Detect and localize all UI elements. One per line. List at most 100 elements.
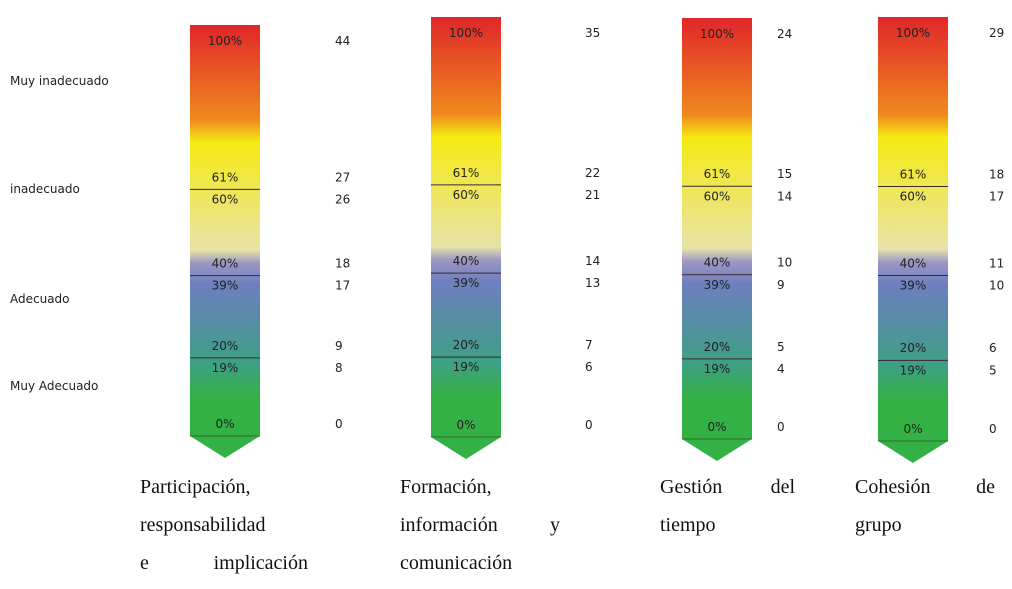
percent-label: 20% xyxy=(212,339,239,353)
scale-title-line: grupo xyxy=(855,506,995,544)
percent-label: 60% xyxy=(212,192,239,206)
scale-title: Gestión del tiempo xyxy=(660,468,795,544)
scale-value: 8 xyxy=(335,361,343,375)
scale-title-word: información xyxy=(400,514,498,536)
scale-value: 26 xyxy=(335,192,350,206)
scale-value: 7 xyxy=(585,338,593,352)
percent-label: 100% xyxy=(896,26,930,40)
percent-label: 19% xyxy=(704,362,731,376)
scale-value: 4 xyxy=(777,362,785,376)
scale-title-word: Participación, xyxy=(140,476,251,498)
percent-label: 60% xyxy=(704,189,731,203)
scale-value: 9 xyxy=(777,278,785,292)
percent-label: 39% xyxy=(704,278,731,292)
scale-value: 0 xyxy=(585,418,593,432)
percent-label: 0% xyxy=(215,417,234,431)
percent-label: 61% xyxy=(900,167,927,181)
gauge-column: 100% 29 61% 18 60% 17 40% 11 39% 10 20% 6 19% 5 0% 0 xyxy=(878,17,1004,463)
scale-value: 17 xyxy=(335,279,350,293)
scale-value: 22 xyxy=(585,166,600,180)
percent-label: 0% xyxy=(903,422,922,436)
scale-value: 18 xyxy=(335,257,350,271)
percent-label: 40% xyxy=(212,257,239,271)
scale-value: 10 xyxy=(777,256,792,270)
scale-value: 6 xyxy=(585,360,593,374)
percent-label: 19% xyxy=(900,363,927,377)
scale-title-word: Gestión xyxy=(660,476,723,498)
scale-title-word: del xyxy=(770,476,795,498)
percent-label: 20% xyxy=(453,338,480,352)
percent-label: 40% xyxy=(704,256,731,270)
scale-value: 24 xyxy=(777,27,792,41)
scale-title-word: implicación xyxy=(213,552,308,574)
scale-value: 14 xyxy=(777,189,792,203)
gauge-bar xyxy=(190,25,260,458)
scale-title-line: Gestión del xyxy=(660,468,795,506)
percent-label: 60% xyxy=(900,190,927,204)
scale-value: 0 xyxy=(335,417,343,431)
scale-title-line: Formación, xyxy=(400,468,560,506)
percent-label: 100% xyxy=(700,27,734,41)
scale-value: 9 xyxy=(335,339,343,353)
level-label-adecuado: Adecuado xyxy=(10,292,70,306)
percent-label: 0% xyxy=(456,418,475,432)
gauge-bar xyxy=(682,18,752,461)
percent-label: 61% xyxy=(704,167,731,181)
scale-title-word: Cohesión xyxy=(855,476,931,498)
gauge-bar xyxy=(431,17,501,459)
scale-title-word: tiempo xyxy=(660,514,716,536)
scale-value: 14 xyxy=(585,254,600,268)
percent-label: 19% xyxy=(212,361,239,375)
scale-value: 13 xyxy=(585,276,600,290)
scale-value: 0 xyxy=(777,420,785,434)
percent-label: 61% xyxy=(453,166,480,180)
scale-title-line: Cohesión de xyxy=(855,468,995,506)
scale-value: 35 xyxy=(585,26,600,40)
scale-title-line: comunicación xyxy=(400,544,560,582)
scale-value: 0 xyxy=(989,422,997,436)
scale-title: Cohesión de grupo xyxy=(855,468,995,544)
percent-label: 20% xyxy=(704,340,731,354)
scale-title: Formación, información y comunicación xyxy=(400,468,560,582)
scale-title-line: e implicación xyxy=(140,544,308,582)
percent-label: 39% xyxy=(453,276,480,290)
percent-label: 61% xyxy=(212,170,239,184)
scale-title-word: e xyxy=(140,552,149,574)
scale-title-word: grupo xyxy=(855,514,902,536)
scale-value: 18 xyxy=(989,167,1004,181)
percent-label: 60% xyxy=(453,188,480,202)
scale-value: 29 xyxy=(989,26,1004,40)
percent-label: 19% xyxy=(453,360,480,374)
scale-title-word: responsabilidad xyxy=(140,514,266,536)
percent-label: 40% xyxy=(453,254,480,268)
scale-title: Participación, responsabilidad e implicació… xyxy=(140,468,308,582)
percent-label: 39% xyxy=(212,279,239,293)
gauge-column: 100% 44 61% 27 60% 26 40% 18 39% 17 20% 9 19% 8 0% 0 xyxy=(190,25,350,458)
gauge-bar xyxy=(878,17,948,463)
scale-value: 10 xyxy=(989,279,1004,293)
scale-value: 21 xyxy=(585,188,600,202)
percent-label: 40% xyxy=(900,256,927,270)
percent-label: 20% xyxy=(900,341,927,355)
scale-title-line: información y xyxy=(400,506,560,544)
scale-value: 5 xyxy=(989,363,997,377)
scale-value: 27 xyxy=(335,170,350,184)
level-label-muy-adecuado: Muy Adecuado xyxy=(10,379,99,393)
percent-label: 39% xyxy=(900,279,927,293)
scale-value: 44 xyxy=(335,34,350,48)
scale-value: 5 xyxy=(777,340,785,354)
percent-label: 100% xyxy=(449,26,483,40)
scale-title-line: tiempo xyxy=(660,506,795,544)
scale-title-line: Participación, xyxy=(140,468,308,506)
scale-title-word: comunicación xyxy=(400,552,513,574)
scale-value: 15 xyxy=(777,167,792,181)
scale-title-line: responsabilidad xyxy=(140,506,308,544)
scale-value: 6 xyxy=(989,341,997,355)
scale-title-word: Formación, xyxy=(400,476,492,498)
scale-value: 17 xyxy=(989,190,1004,204)
percent-label: 0% xyxy=(707,420,726,434)
